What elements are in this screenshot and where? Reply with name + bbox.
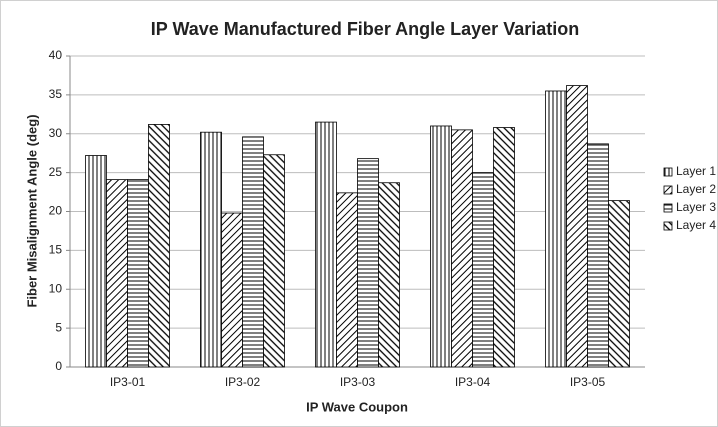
bar <box>608 200 630 368</box>
legend-label: Layer 3 <box>676 200 716 214</box>
legend-label: Layer 1 <box>676 164 716 178</box>
bar <box>148 124 170 368</box>
bar <box>315 121 337 368</box>
bar <box>106 179 128 368</box>
y-tick-label: 10 <box>49 281 63 295</box>
y-axis-title: Fiber Misalignment Angle (deg) <box>24 114 39 307</box>
legend-swatch <box>663 221 673 231</box>
y-tick-label: 20 <box>49 204 63 218</box>
legend-swatch <box>663 185 673 195</box>
x-axis-title: IP Wave Coupon <box>306 399 408 414</box>
bar <box>127 179 149 368</box>
legend-swatch <box>663 203 673 213</box>
y-tick-label: 30 <box>49 126 63 140</box>
y-tick-label: 15 <box>49 243 63 257</box>
bar <box>357 158 379 368</box>
bar <box>472 172 494 368</box>
y-tick-label: 40 <box>49 48 63 62</box>
y-tick-label: 25 <box>49 165 63 179</box>
bar <box>263 154 285 368</box>
bar <box>566 85 588 368</box>
bar <box>85 155 107 368</box>
y-tick-label: 5 <box>55 320 62 334</box>
bar <box>242 136 264 368</box>
bar <box>378 182 400 368</box>
y-tick-label: 0 <box>55 359 62 373</box>
legend-swatch <box>663 167 673 177</box>
bar <box>200 131 222 368</box>
bar <box>430 125 452 368</box>
y-tick-label: 35 <box>49 87 63 101</box>
bar <box>545 90 567 368</box>
x-tick-label: IP3-03 <box>340 375 376 389</box>
legend-label: Layer 4 <box>676 218 716 232</box>
bar <box>451 129 473 368</box>
legend-label: Layer 2 <box>676 182 716 196</box>
x-tick-label: IP3-05 <box>570 375 606 389</box>
x-tick-label: IP3-01 <box>110 375 146 389</box>
bar <box>587 143 609 368</box>
bar <box>336 192 358 368</box>
x-tick-label: IP3-04 <box>455 375 491 389</box>
bar <box>221 212 243 368</box>
chart-title: IP Wave Manufactured Fiber Angle Layer V… <box>151 19 579 39</box>
x-tick-label: IP3-02 <box>225 375 261 389</box>
bar <box>493 127 515 368</box>
